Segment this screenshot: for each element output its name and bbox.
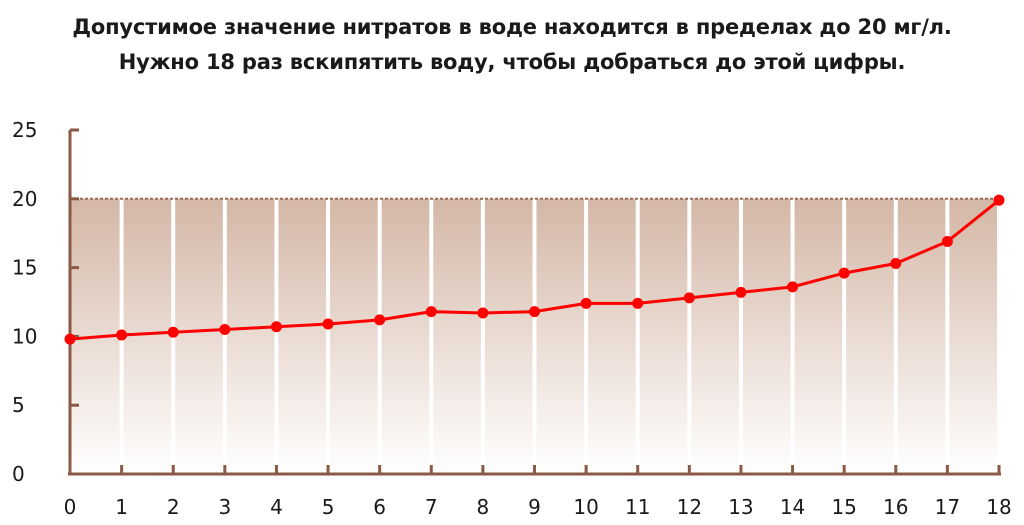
data-point <box>477 307 489 319</box>
x-tick-label: 7 <box>425 495 438 519</box>
data-point <box>529 306 540 318</box>
y-tick-label: 5 <box>12 393 25 417</box>
x-tick-label: 11 <box>625 495 650 519</box>
x-tick-label: 6 <box>373 495 386 519</box>
x-tick-label: 5 <box>322 495 335 519</box>
x-tick-label: 14 <box>780 495 805 519</box>
x-tick-label: 9 <box>528 495 541 519</box>
x-tick-label: 3 <box>218 495 231 519</box>
data-point <box>116 329 128 341</box>
data-point <box>890 257 902 269</box>
y-tick-label: 10 <box>12 324 37 348</box>
x-tick-label: 17 <box>935 495 960 519</box>
data-point <box>219 324 231 336</box>
data-point <box>425 306 437 318</box>
data-point <box>735 286 747 298</box>
x-tick-label: 1 <box>115 495 128 519</box>
y-tick-label: 25 <box>12 118 37 142</box>
x-tick-label: 13 <box>728 495 753 519</box>
x-tick-label: 18 <box>986 495 1011 519</box>
x-tick-label: 12 <box>677 495 702 519</box>
data-point <box>941 235 953 247</box>
y-tick-label: 20 <box>12 187 37 211</box>
data-point <box>787 281 799 293</box>
x-tick-label: 0 <box>64 495 77 519</box>
data-point <box>64 333 76 345</box>
data-point <box>683 292 695 304</box>
x-tick-label: 4 <box>270 495 283 519</box>
x-tick-label: 15 <box>831 495 856 519</box>
x-tick-label: 10 <box>573 495 598 519</box>
data-point <box>632 297 644 309</box>
data-point <box>270 321 282 333</box>
data-point <box>580 297 592 309</box>
chart-title: Допустимое значение нитратов в воде нахо… <box>0 10 1024 80</box>
y-tick-label: 15 <box>12 256 37 280</box>
data-point <box>838 267 850 279</box>
chart-title-line-2: Нужно 18 раз вскипятить воду, чтобы добр… <box>118 50 906 74</box>
x-tick-label: 16 <box>883 495 908 519</box>
data-point <box>374 314 386 326</box>
y-tick-label: 0 <box>12 462 25 486</box>
x-tick-label: 2 <box>167 495 180 519</box>
data-point <box>993 194 1005 206</box>
data-point <box>167 326 179 338</box>
data-point <box>322 318 334 330</box>
x-tick-label: 8 <box>477 495 490 519</box>
chart-title-line-1: Допустимое значение нитратов в воде нахо… <box>72 15 952 39</box>
